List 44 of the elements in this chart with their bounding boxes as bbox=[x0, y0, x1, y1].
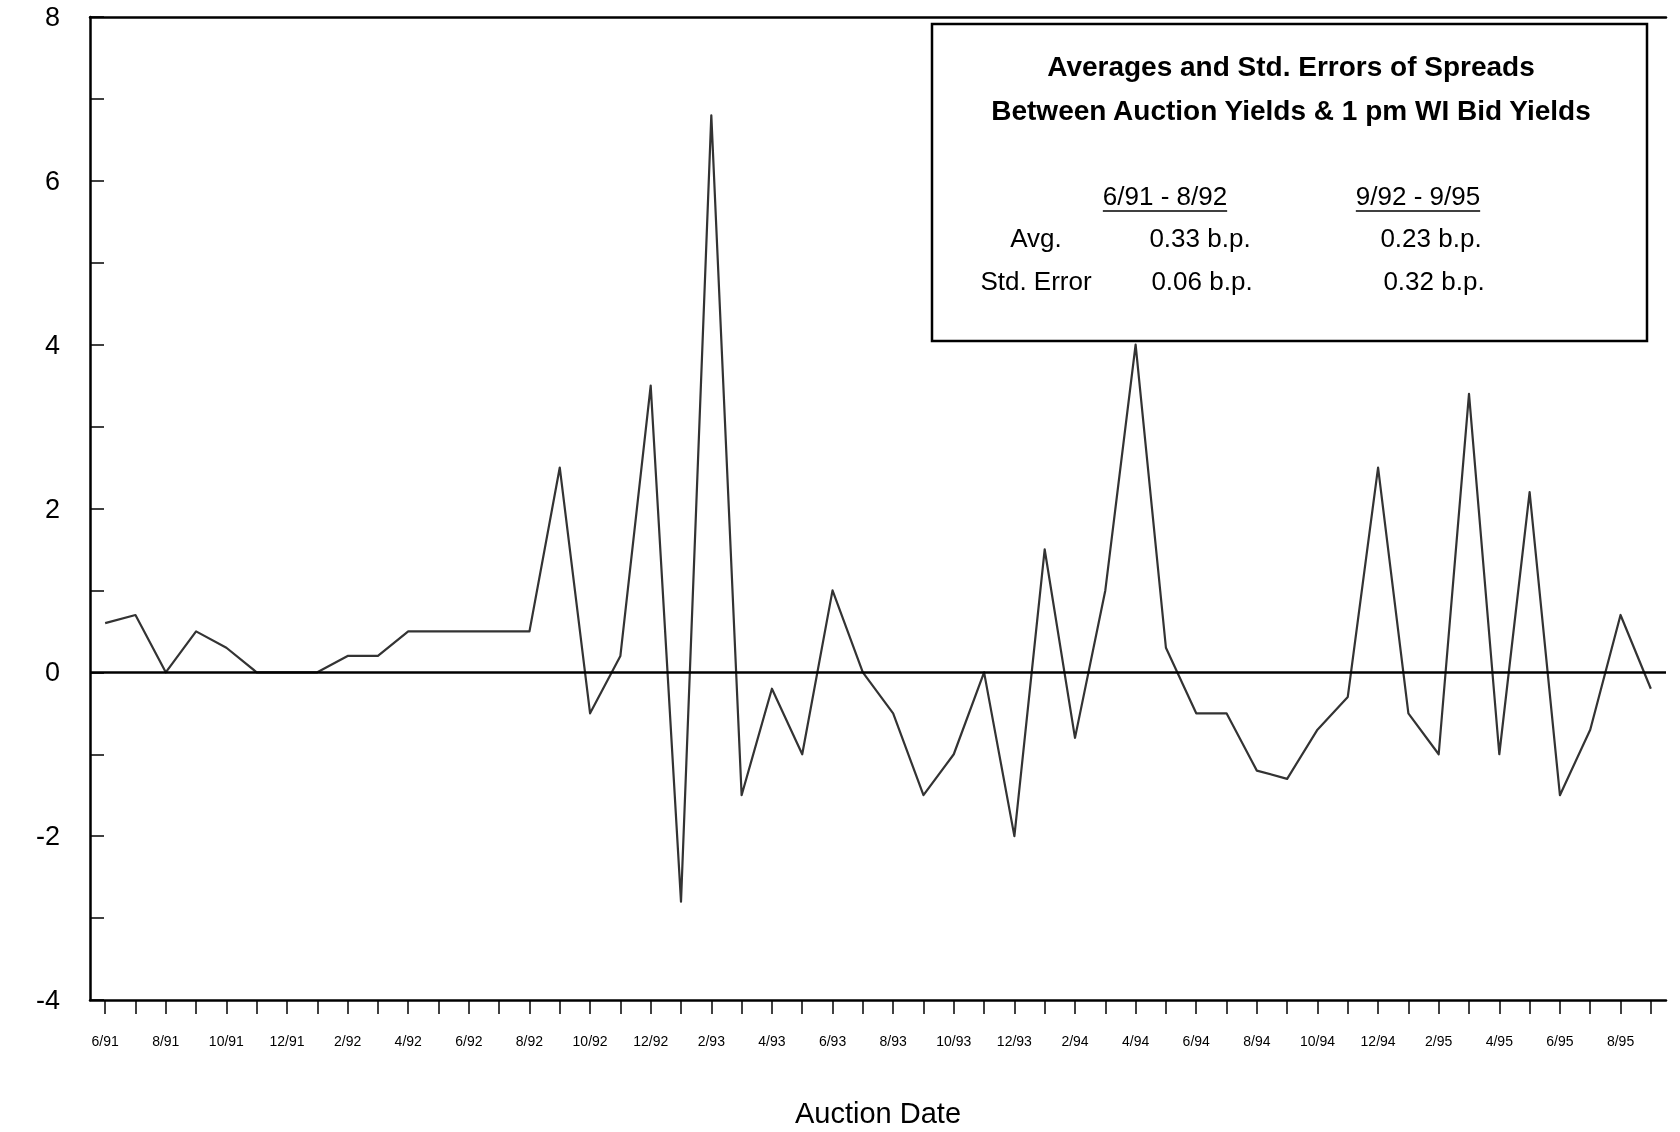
x-tick-label: 6/91 bbox=[91, 1033, 119, 1049]
x-tick-label: 6/95 bbox=[1546, 1033, 1574, 1049]
x-tick-label: 8/92 bbox=[515, 1033, 544, 1049]
x-tick-label: 2/94 bbox=[1061, 1033, 1089, 1049]
x-tick-label: 4/94 bbox=[1121, 1033, 1150, 1049]
annotation: 0.33 b.p. bbox=[1149, 223, 1251, 253]
x-tick-label: 8/95 bbox=[1606, 1033, 1635, 1049]
x-tick-label: 4/93 bbox=[758, 1033, 786, 1049]
x-tick-label: 8/93 bbox=[879, 1033, 907, 1049]
annotation: 9/92 - 9/95 bbox=[1355, 181, 1481, 211]
annotation: Std. Error bbox=[980, 266, 1092, 296]
x-tick-label: 6/93 bbox=[818, 1033, 847, 1049]
x-tick-label: 12/91 bbox=[269, 1033, 305, 1049]
x-tick-label: 12/93 bbox=[996, 1033, 1033, 1049]
annotation: Averages and Std. Errors of Spreads bbox=[1047, 50, 1535, 82]
x-tick-label: 2/95 bbox=[1425, 1033, 1453, 1049]
x-tick-label: 4/95 bbox=[1485, 1033, 1514, 1049]
x-tick-label: 2/93 bbox=[697, 1033, 726, 1049]
x-tick-label: 10/94 bbox=[1299, 1033, 1336, 1049]
x-tick-label: 2/92 bbox=[333, 1033, 362, 1049]
annotation: Avg. bbox=[1010, 223, 1062, 253]
y-tick-label: -2 bbox=[35, 821, 60, 852]
y-tick-label: 0 bbox=[44, 657, 60, 688]
x-tick-label: 12/92 bbox=[633, 1033, 669, 1049]
y-tick-label: 4 bbox=[44, 329, 60, 360]
annotation: 6/91 - 8/92 bbox=[1102, 181, 1228, 211]
annotation: Between Auction Yields & 1 pm WI Bid Yields bbox=[991, 94, 1591, 126]
x-tick-label: 10/91 bbox=[208, 1033, 245, 1049]
x-tick-label: 8/91 bbox=[152, 1033, 180, 1049]
annotation: 0.23 b.p. bbox=[1380, 223, 1482, 253]
x-tick-label: 4/92 bbox=[394, 1033, 423, 1049]
x-axis-title: Auction Date bbox=[794, 1096, 962, 1129]
x-tick-label: 8/94 bbox=[1243, 1033, 1271, 1049]
y-tick-label: 8 bbox=[44, 2, 60, 32]
annotation: 0.06 b.p. bbox=[1151, 266, 1253, 296]
y-tick-label: -4 bbox=[35, 985, 60, 1015]
y-tick-label: 2 bbox=[44, 493, 60, 524]
y-tick-label: 6 bbox=[44, 165, 60, 196]
x-tick-label: 6/94 bbox=[1182, 1033, 1211, 1049]
x-tick-label: 10/93 bbox=[936, 1033, 972, 1049]
annotation: 0.32 b.p. bbox=[1383, 266, 1485, 296]
x-tick-label: 6/92 bbox=[455, 1033, 483, 1049]
x-tick-label: 10/92 bbox=[572, 1033, 608, 1049]
x-tick-label: 12/94 bbox=[1360, 1033, 1396, 1049]
